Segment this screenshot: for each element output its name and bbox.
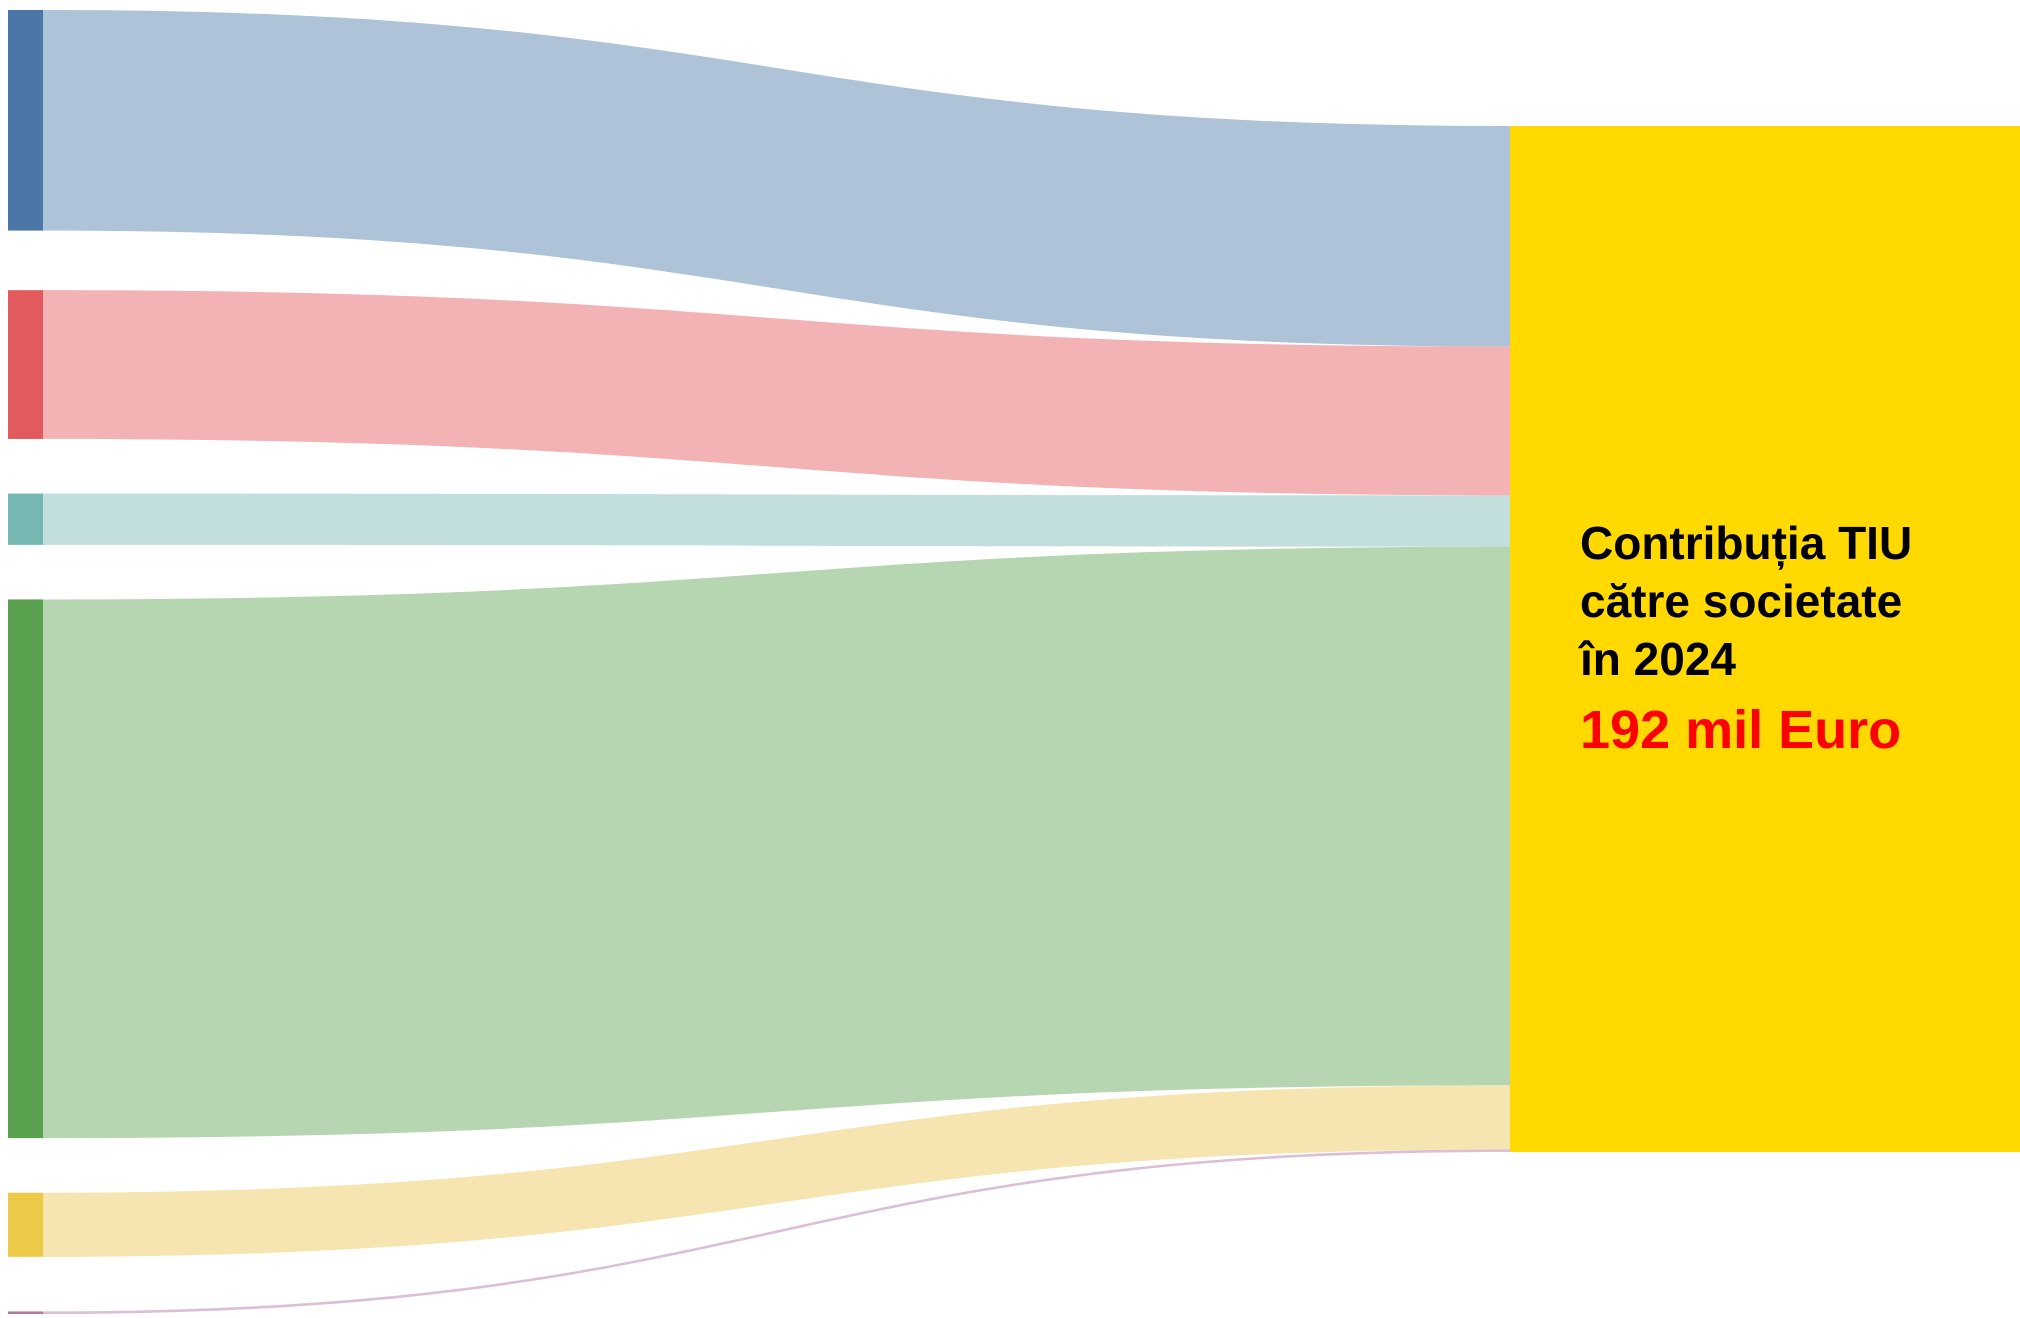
sankey-link-4	[43, 546, 1510, 1139]
sankey-link-3	[43, 493, 1510, 547]
sankey-link-1	[43, 10, 1510, 347]
sankey-source-node-1	[8, 10, 43, 231]
sankey-source-node-6	[8, 1311, 43, 1314]
sankey-link-6	[43, 1149, 1510, 1314]
sankey-source-node-5	[8, 1192, 43, 1257]
sankey-link-2	[43, 290, 1510, 496]
sankey-link-5	[43, 1085, 1510, 1257]
sankey-links	[43, 10, 1510, 1314]
sankey-source-node-2	[8, 290, 43, 439]
target-value: 192 mil Euro	[1580, 700, 1902, 760]
sankey-source-node-3	[8, 493, 43, 545]
target-title: Contribuția TIU către societate în 2024	[1580, 517, 1913, 685]
sankey-target-node	[1510, 126, 2020, 1152]
target-label: Contribuția TIU către societate în 2024 …	[1580, 514, 2000, 764]
sankey-source-nodes	[8, 10, 43, 1314]
sankey-source-node-4	[8, 599, 43, 1139]
